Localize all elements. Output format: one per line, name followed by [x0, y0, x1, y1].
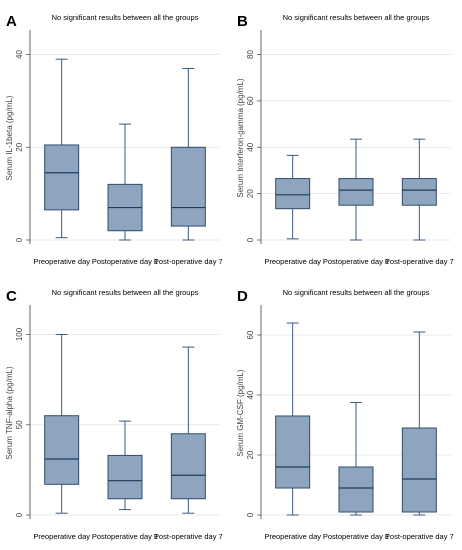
y-tick-label: 20: [15, 142, 24, 151]
box-plot-3: [170, 346, 206, 514]
y-tick-label: 0: [246, 512, 255, 517]
y-tick-label: 20: [246, 450, 255, 459]
box-plot-1: [44, 333, 80, 514]
iqr-box: [44, 144, 80, 211]
box-plot-2: [338, 402, 374, 516]
y-tick-label: 0: [246, 237, 255, 242]
panel-note: No significant results between all the g…: [283, 13, 430, 22]
chart-svg: D No significant results between all the …: [236, 288, 454, 541]
y-tick-label: 100: [15, 327, 24, 341]
iqr-box: [170, 433, 206, 500]
panel-c: C No significant results between all the …: [0, 275, 231, 550]
chart-svg: B No significant results between all the …: [236, 13, 454, 266]
y-axis-title: Serum Interferon-gamma (pg/mL): [236, 78, 245, 197]
box-plot-1: [44, 58, 80, 239]
iqr-box: [275, 178, 311, 210]
x-category-label: Postoperative day 1: [92, 257, 158, 266]
y-tick-label: 60: [246, 330, 255, 339]
x-category-label: Post-operative day 7: [385, 532, 454, 541]
x-category-label: Postoperative day 1: [92, 532, 158, 541]
y-tick-label: 60: [246, 96, 255, 105]
iqr-box: [338, 466, 374, 513]
chart-svg: C No significant results between all the …: [5, 288, 223, 541]
panel-note: No significant results between all the g…: [283, 288, 430, 297]
chart-svg: A No significant results between all the …: [5, 13, 223, 266]
panel-letter: C: [6, 288, 17, 305]
y-tick-label: 0: [15, 237, 24, 242]
panel-note: No significant results between all the g…: [52, 288, 199, 297]
panel-letter: B: [237, 13, 248, 30]
x-category-label: Preoperative day: [33, 257, 90, 266]
iqr-box: [44, 415, 80, 485]
y-tick-label: 40: [15, 50, 24, 59]
box-plot-3: [401, 331, 437, 516]
panel-note: No significant results between all the g…: [52, 13, 199, 22]
y-axis-title: Serum GM-CSF (pg/mL): [236, 369, 245, 456]
box-plot-3: [170, 67, 206, 241]
iqr-box: [275, 415, 311, 489]
box-plot-3: [401, 138, 437, 241]
panel-letter: A: [6, 13, 17, 30]
iqr-box: [401, 178, 437, 206]
iqr-box: [107, 454, 143, 500]
box-plot-2: [107, 420, 143, 511]
iqr-box: [338, 178, 374, 206]
x-category-label: Post-operative day 7: [154, 532, 223, 541]
x-category-label: Post-operative day 7: [385, 257, 454, 266]
x-category-label: Preoperative day: [33, 532, 90, 541]
y-tick-label: 80: [246, 50, 255, 59]
x-category-label: Post-operative day 7: [154, 257, 223, 266]
y-tick-label: 0: [15, 512, 24, 517]
box-plot-2: [107, 123, 143, 241]
x-category-label: Preoperative day: [264, 532, 321, 541]
y-tick-label: 50: [15, 420, 24, 429]
x-category-label: Postoperative day 1: [323, 257, 389, 266]
panel-letter: D: [237, 288, 248, 305]
x-category-label: Postoperative day 1: [323, 532, 389, 541]
box-plot-1: [275, 322, 311, 516]
box-plot-1: [275, 154, 311, 240]
y-axis-title: Serum IL-1beta (pg/mL): [5, 95, 14, 180]
panel-a: A No significant results between all the …: [0, 0, 231, 275]
y-tick-label: 40: [246, 390, 255, 399]
iqr-box: [170, 146, 206, 227]
panel-d: D No significant results between all the …: [231, 275, 462, 550]
iqr-box: [401, 427, 437, 513]
panel-b: B No significant results between all the …: [231, 0, 462, 275]
x-category-label: Preoperative day: [264, 257, 321, 266]
y-tick-label: 20: [246, 189, 255, 198]
y-axis-title: Serum TNF-alpha (pg/mL): [5, 366, 14, 460]
box-plot-2: [338, 138, 374, 241]
y-tick-label: 40: [246, 142, 255, 151]
